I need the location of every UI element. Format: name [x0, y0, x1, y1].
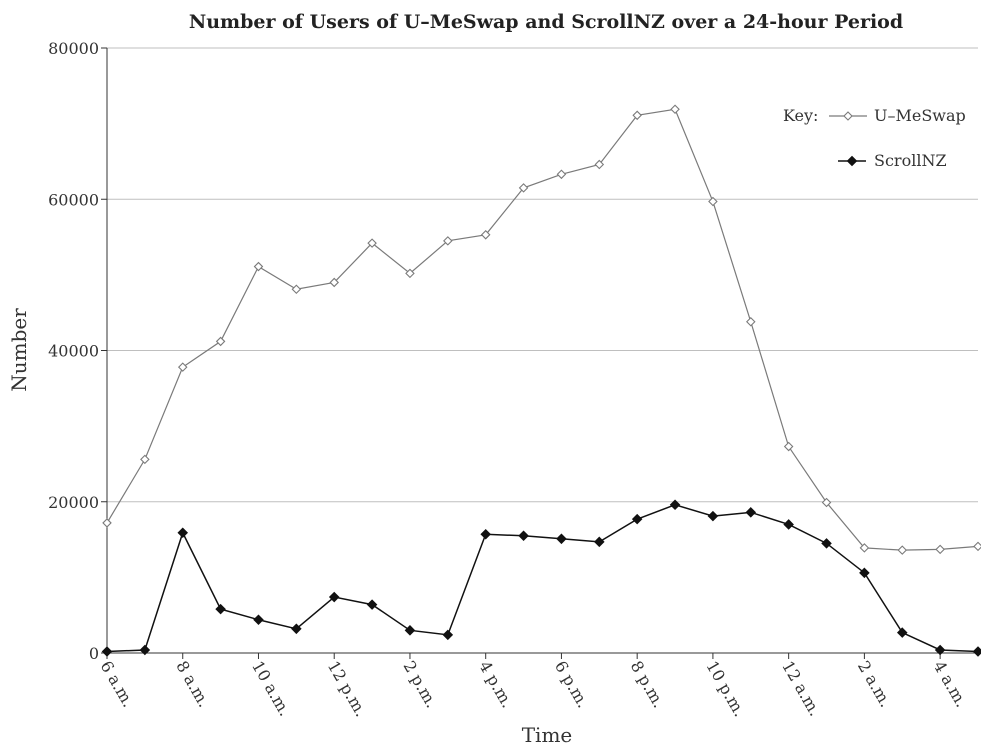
data-point-scrollnz	[442, 629, 454, 641]
data-point-u-meswap	[177, 362, 188, 372]
data-point-scrollnz	[594, 536, 605, 548]
y-tick-label: 60000	[48, 190, 99, 209]
y-tick-label: 80000	[48, 39, 99, 58]
data-point-scrollnz	[328, 591, 340, 603]
legend: Key: U–MeSwap ScrollNZ	[783, 106, 966, 170]
data-point-u-meswap	[253, 261, 264, 272]
y-tick-label: 40000	[48, 342, 99, 361]
data-point-u-meswap	[140, 454, 150, 465]
data-point-scrollnz	[896, 627, 908, 638]
x-axis-label: Time	[522, 723, 573, 747]
x-tick-label: 10 a.m.	[248, 658, 295, 720]
x-axis-ticks: 6 a.m. 8 a.m. 10 a.m. 12 p.m. 2 p.m. 4 p.m. 6 …	[97, 653, 972, 720]
data-point-scrollnz	[631, 513, 643, 525]
data-point-scrollnz	[291, 623, 302, 635]
x-tick-label: 2 a.m.	[854, 658, 896, 711]
series-scrollnz	[101, 499, 981, 657]
data-point-u-meswap	[670, 104, 680, 115]
data-point-scrollnz	[859, 567, 870, 579]
data-point-scrollnz	[177, 527, 189, 539]
data-point-u-meswap	[897, 545, 908, 555]
data-point-u-meswap	[935, 544, 945, 555]
series-line-u-meswap	[106, 108, 979, 551]
data-point-scrollnz	[934, 644, 946, 656]
series	[101, 104, 981, 657]
data-point-scrollnz	[783, 519, 794, 530]
data-point-scrollnz	[669, 499, 681, 511]
data-point-scrollnz	[253, 614, 264, 626]
y-tick-label: 20000	[48, 493, 99, 512]
legend-label-u-meswap: U–MeSwap	[874, 106, 966, 125]
data-point-scrollnz	[745, 507, 757, 518]
legend-marker-scrollnz	[846, 155, 858, 167]
data-point-scrollnz	[480, 528, 491, 540]
data-point-u-meswap	[783, 441, 794, 452]
data-point-u-meswap	[594, 159, 605, 170]
gridlines	[107, 47, 978, 503]
x-tick-label: 4 p.m.	[475, 658, 517, 712]
x-tick-label: 8 a.m.	[172, 658, 214, 711]
data-point-u-meswap	[556, 169, 567, 180]
x-tick-label: 6 a.m.	[97, 658, 139, 711]
data-point-u-meswap	[215, 336, 226, 347]
data-point-u-meswap	[518, 183, 529, 193]
data-point-scrollnz	[518, 530, 529, 542]
legend-marker-u-meswap	[843, 111, 853, 121]
x-tick-label: 8 p.m.	[627, 658, 669, 712]
data-point-u-meswap	[291, 284, 302, 295]
x-tick-label: 12 p.m.	[324, 658, 371, 720]
data-point-u-meswap	[102, 518, 112, 528]
data-point-u-meswap	[821, 497, 832, 508]
data-point-scrollnz	[404, 625, 416, 636]
data-point-u-meswap	[859, 543, 870, 553]
data-point-u-meswap	[405, 268, 415, 279]
data-point-scrollnz	[707, 510, 719, 522]
series-line-scrollnz	[106, 503, 979, 653]
y-axis-ticks: 0 20000 40000 60000 80000	[48, 39, 107, 663]
y-axis-label: Number	[7, 308, 31, 392]
data-point-scrollnz	[101, 646, 113, 657]
x-tick-label: 2 p.m.	[399, 658, 441, 712]
data-point-scrollnz	[972, 646, 981, 657]
data-point-u-meswap	[746, 316, 756, 327]
data-point-scrollnz	[821, 538, 832, 549]
x-tick-label: 12 a.m.	[778, 658, 825, 720]
data-point-scrollnz	[556, 533, 567, 545]
legend-key-prefix: Key:	[783, 106, 818, 125]
data-point-u-meswap	[443, 236, 453, 246]
chart-title: Number of Users of U–MeSwap and ScrollNZ…	[189, 11, 903, 33]
series-u-meswap	[102, 104, 981, 555]
data-point-u-meswap	[367, 238, 377, 248]
legend-label-scrollnz: ScrollNZ	[874, 151, 947, 170]
data-point-scrollnz	[139, 644, 151, 656]
data-point-u-meswap	[973, 541, 981, 552]
x-tick-label: 4 a.m.	[930, 658, 972, 711]
data-point-scrollnz	[366, 599, 378, 610]
data-point-u-meswap	[329, 277, 339, 288]
data-point-scrollnz	[215, 603, 226, 615]
y-tick-label: 0	[89, 644, 99, 663]
data-point-u-meswap	[632, 110, 642, 121]
x-tick-label: 10 p.m.	[702, 658, 749, 720]
data-point-u-meswap	[708, 196, 718, 207]
data-point-u-meswap	[480, 230, 491, 240]
x-tick-label: 6 p.m.	[551, 658, 593, 712]
